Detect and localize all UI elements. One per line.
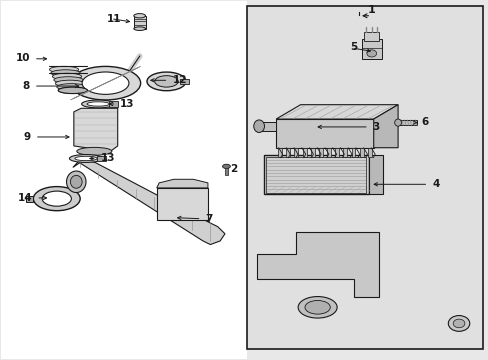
Bar xyxy=(278,148,282,157)
Bar xyxy=(0,1,246,359)
Ellipse shape xyxy=(222,164,230,168)
Bar xyxy=(363,32,378,41)
Bar xyxy=(294,148,298,157)
Ellipse shape xyxy=(54,77,83,83)
Ellipse shape xyxy=(87,102,109,106)
Text: 5: 5 xyxy=(349,42,356,51)
Text: 13: 13 xyxy=(101,153,115,163)
Ellipse shape xyxy=(51,70,80,76)
Ellipse shape xyxy=(134,27,145,31)
Bar xyxy=(302,148,306,157)
Polygon shape xyxy=(368,155,383,194)
Bar xyxy=(157,188,207,220)
Bar xyxy=(97,156,105,161)
Text: 1: 1 xyxy=(366,5,374,15)
Polygon shape xyxy=(73,158,224,244)
Text: 8: 8 xyxy=(22,81,30,91)
Text: 6: 6 xyxy=(420,117,427,127)
Ellipse shape xyxy=(298,297,336,318)
Bar xyxy=(318,148,322,157)
Bar xyxy=(335,148,339,157)
Ellipse shape xyxy=(57,84,86,90)
Ellipse shape xyxy=(33,186,80,211)
Bar xyxy=(343,148,346,157)
Text: 4: 4 xyxy=(431,179,439,189)
Ellipse shape xyxy=(253,120,264,132)
Polygon shape xyxy=(259,122,276,131)
Circle shape xyxy=(366,50,376,57)
Ellipse shape xyxy=(134,14,145,18)
Bar xyxy=(134,16,145,29)
Text: 13: 13 xyxy=(120,99,134,109)
Bar xyxy=(109,101,118,107)
Ellipse shape xyxy=(77,147,112,155)
Ellipse shape xyxy=(49,66,79,73)
Polygon shape xyxy=(157,179,207,188)
Bar xyxy=(224,166,228,175)
Bar xyxy=(359,148,363,157)
Ellipse shape xyxy=(75,156,97,161)
Polygon shape xyxy=(74,108,118,151)
Text: 9: 9 xyxy=(24,132,31,142)
Polygon shape xyxy=(256,232,378,297)
Bar xyxy=(26,196,33,202)
Circle shape xyxy=(452,319,464,328)
Ellipse shape xyxy=(155,76,178,87)
Bar xyxy=(276,119,373,148)
Ellipse shape xyxy=(82,72,129,94)
Bar xyxy=(246,6,483,348)
Text: 14: 14 xyxy=(18,193,32,203)
Ellipse shape xyxy=(58,87,87,94)
Ellipse shape xyxy=(70,66,141,100)
Ellipse shape xyxy=(69,154,102,162)
Bar xyxy=(180,78,188,84)
Bar xyxy=(397,120,416,126)
Bar xyxy=(367,148,371,157)
Ellipse shape xyxy=(70,175,82,188)
Text: 10: 10 xyxy=(16,53,30,63)
Text: 3: 3 xyxy=(372,122,379,132)
Bar xyxy=(326,148,330,157)
Bar xyxy=(264,155,368,194)
Ellipse shape xyxy=(55,80,84,87)
Ellipse shape xyxy=(81,100,115,108)
Bar xyxy=(310,148,314,157)
Ellipse shape xyxy=(305,301,330,314)
Ellipse shape xyxy=(66,171,86,193)
Ellipse shape xyxy=(58,87,87,94)
Polygon shape xyxy=(373,105,397,148)
Text: 11: 11 xyxy=(107,14,121,24)
Circle shape xyxy=(447,316,469,331)
Ellipse shape xyxy=(147,72,185,91)
Bar xyxy=(361,39,381,59)
Bar xyxy=(266,157,366,193)
Ellipse shape xyxy=(394,119,401,126)
Text: 7: 7 xyxy=(205,214,212,224)
Text: 2: 2 xyxy=(229,163,237,174)
Ellipse shape xyxy=(52,73,81,80)
Polygon shape xyxy=(276,105,397,119)
Bar xyxy=(285,148,289,157)
Text: 12: 12 xyxy=(172,75,186,85)
Ellipse shape xyxy=(42,191,71,206)
Bar xyxy=(351,148,355,157)
